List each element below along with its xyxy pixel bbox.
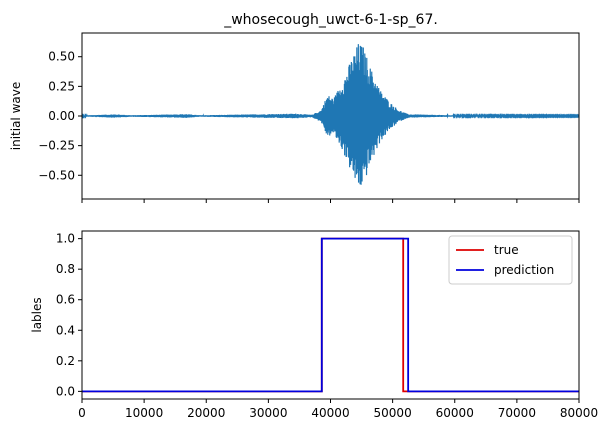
labels-y-tick-label: 0.6 — [56, 293, 75, 307]
labels-y-tick-label: 0.0 — [56, 384, 75, 398]
waveform-panel: _whosecough_uwct-6-1-sp_67. −0.50 −0.25 0.… — [9, 12, 580, 203]
waveform-y-tick-label: −0.25 — [38, 139, 75, 153]
legend-box — [448, 235, 573, 285]
labels-x-tick-label: 70000 — [498, 406, 536, 420]
labels-x-tick-label: 80000 — [560, 406, 598, 420]
labels-panel: 0.0 0.2 0.4 0.6 0.8 1.0 0 10000 20000 30000 40000… — [30, 230, 598, 420]
labels-y-tick-label: 0.4 — [56, 323, 75, 337]
waveform-y-axis-label: initial wave — [9, 82, 23, 150]
waveform-y-tick-label: 0.50 — [48, 50, 75, 64]
waveform-y-tick-label: −0.50 — [38, 168, 75, 182]
labels-y-tick-label: 0.8 — [56, 262, 75, 276]
labels-y-ticks: 0.0 0.2 0.4 0.6 0.8 1.0 — [56, 232, 82, 398]
labels-y-tick-label: 0.2 — [56, 354, 75, 368]
labels-y-axis-label: lables — [30, 297, 44, 332]
chart-title: _whosecough_uwct-6-1-sp_67. — [223, 12, 438, 28]
waveform-plot-area — [81, 44, 580, 185]
series-line-prediction — [82, 237, 579, 393]
waveform-y-tick-label: 0.25 — [48, 79, 75, 93]
waveform-y-tick-label: 0.00 — [48, 109, 75, 123]
waveform-series-line — [81, 44, 580, 185]
labels-x-ticks: 0 10000 20000 30000 40000 50000 60000 70000 8000… — [78, 399, 598, 420]
legend: true prediction — [448, 235, 573, 285]
labels-x-tick-label: 40000 — [311, 406, 349, 420]
waveform-x-ticks — [81, 199, 580, 203]
legend-true-label: true — [494, 243, 519, 257]
labels-plot-area — [82, 237, 579, 393]
labels-x-tick-label: 10000 — [125, 406, 163, 420]
waveform-y-ticks: −0.50 −0.25 0.00 0.25 0.50 — [38, 50, 82, 182]
labels-x-tick-label: 0 — [78, 406, 86, 420]
labels-y-tick-label: 1.0 — [56, 232, 75, 246]
labels-x-tick-label: 20000 — [187, 406, 225, 420]
legend-prediction-label: prediction — [494, 263, 554, 277]
labels-x-tick-label: 50000 — [374, 406, 412, 420]
labels-x-tick-label: 30000 — [249, 406, 287, 420]
labels-x-tick-label: 60000 — [436, 406, 474, 420]
